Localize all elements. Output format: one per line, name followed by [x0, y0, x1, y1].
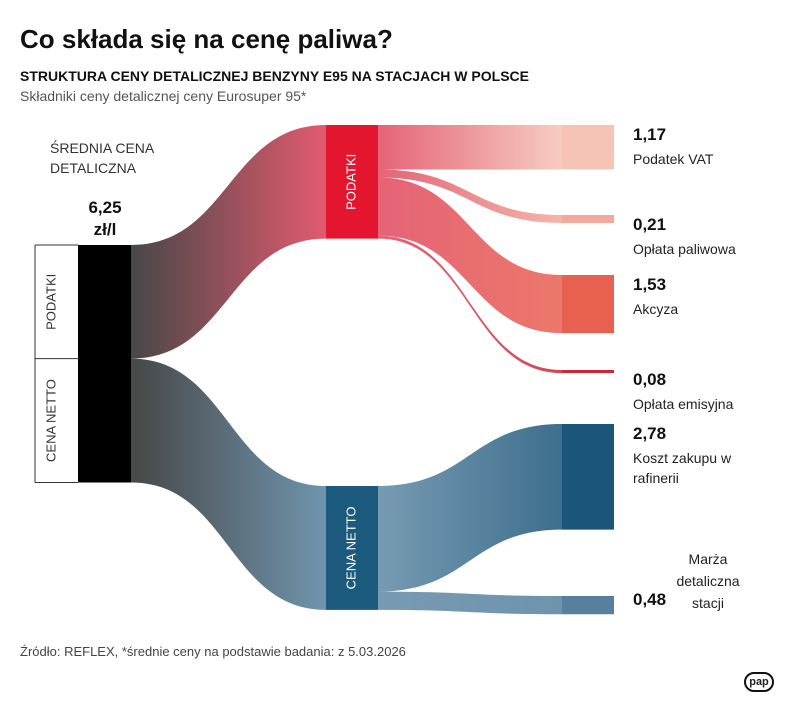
item-name: Akcyza [633, 301, 679, 317]
flow [378, 235, 562, 374]
value-label: 1,17 [633, 125, 667, 144]
item-node [562, 275, 614, 334]
flow [378, 177, 562, 334]
group-node [326, 486, 378, 610]
source-label: ŚREDNIA CENA DETALICZNA [50, 140, 154, 176]
item-node [562, 215, 614, 223]
item-name: Opłata paliwowa [633, 241, 736, 257]
logo: pap [744, 672, 774, 692]
item-node [562, 424, 614, 530]
value-label: 2,78 [633, 424, 667, 443]
bracket-label: PODATKI [43, 274, 58, 330]
group-label: PODATKI [343, 154, 358, 210]
footnote: Źródło: REFLEX, *średnie ceny na podstaw… [20, 644, 406, 659]
bracket-label: CENA NETTO [43, 379, 58, 462]
item-name: Koszt zakupu w rafinerii [633, 450, 732, 486]
group-label: CENA NETTO [343, 507, 358, 590]
value-label: 0,21 [633, 215, 667, 234]
value-label: 0,08 [633, 370, 667, 389]
item-name: Podatek VAT [633, 151, 714, 167]
flow [131, 125, 326, 359]
total-unit: zł/l [93, 220, 117, 239]
flow [378, 424, 562, 592]
item-name: Marża detaliczna stacji [676, 551, 740, 611]
item-name: Opłata emisyjna [633, 396, 734, 412]
total-node [78, 245, 131, 483]
flow [378, 125, 562, 170]
title: Co składa się na cenę paliwa? [20, 24, 393, 54]
flow [378, 591, 562, 615]
item-node [562, 370, 614, 374]
subtitle: STRUKTURA CENY DETALICZNEJ BENZYNY E95 N… [20, 68, 529, 84]
group-node [326, 125, 378, 239]
total-value: 6,25 [88, 198, 122, 217]
value-label: 0,48 [633, 590, 667, 609]
flow [378, 169, 562, 223]
flow [131, 358, 326, 610]
item-node [562, 125, 614, 170]
description: Składniki ceny detalicznej ceny Eurosupe… [20, 88, 307, 104]
item-node [562, 596, 614, 615]
value-label: 1,53 [633, 275, 667, 294]
